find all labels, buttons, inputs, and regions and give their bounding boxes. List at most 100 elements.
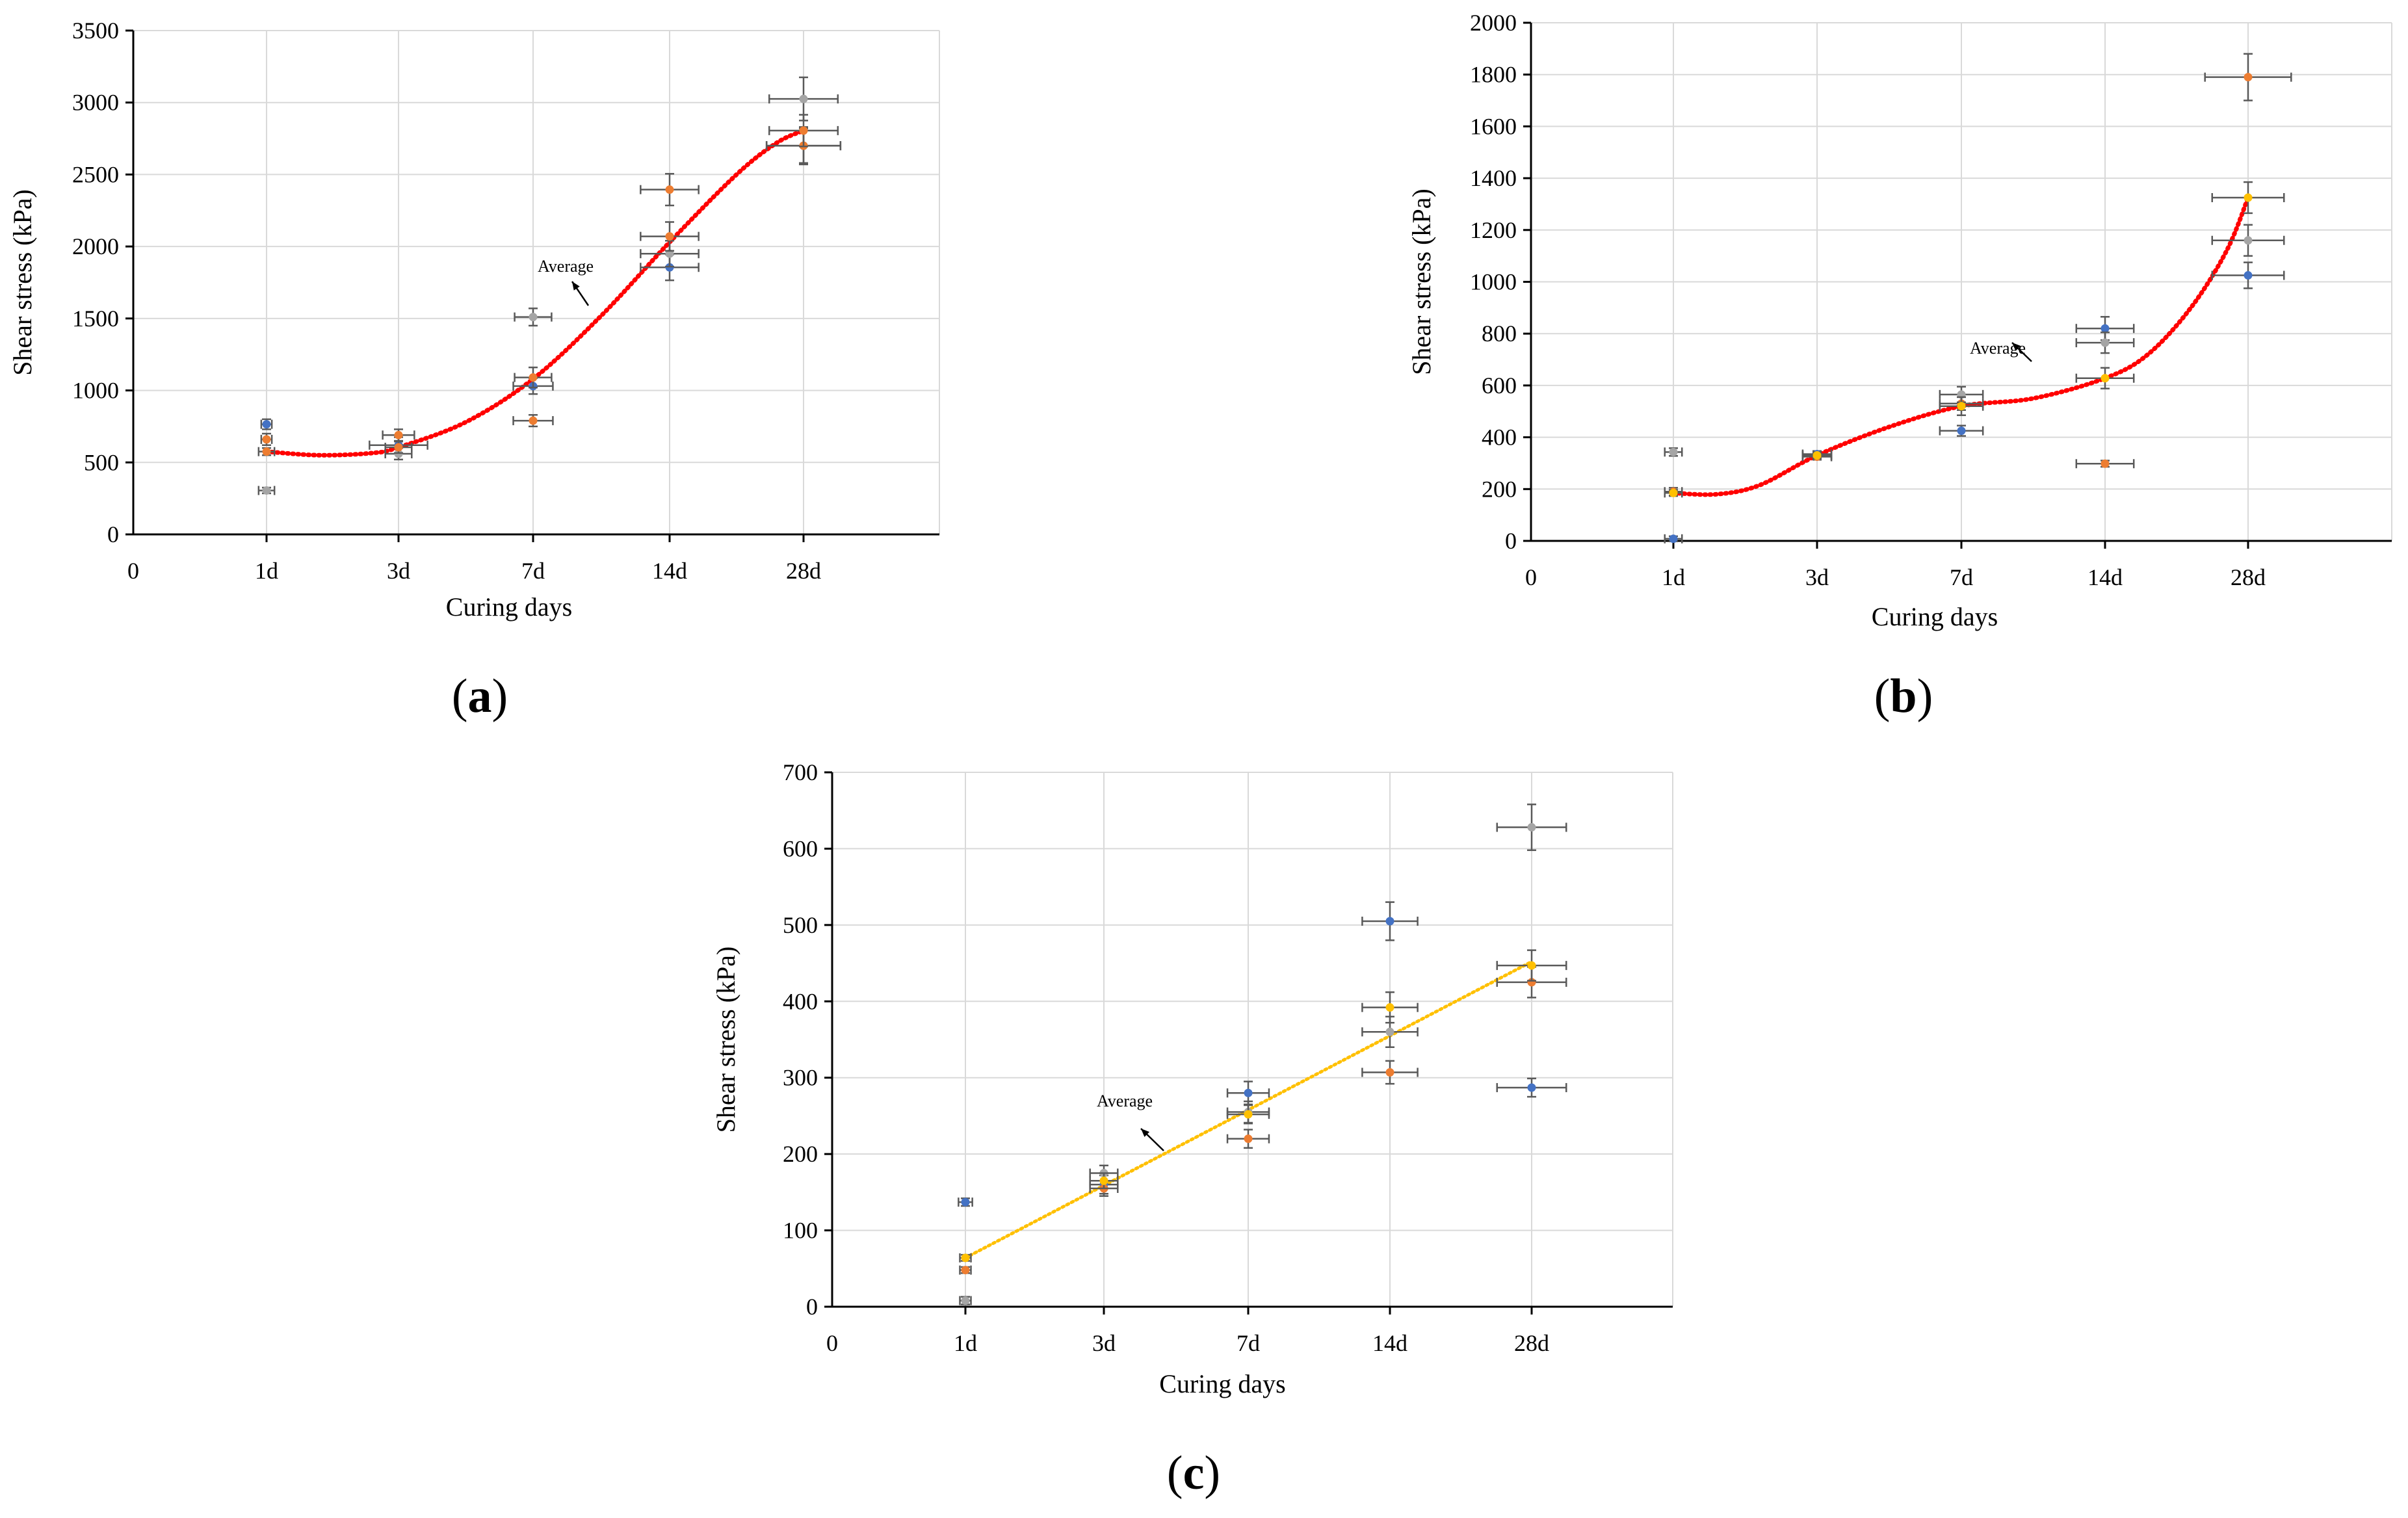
y-tick-label: 400 (783, 988, 818, 1014)
x-tick-label: 1d (255, 558, 278, 584)
trendline (1671, 195, 2251, 497)
series-blue (260, 126, 842, 454)
data-point-average (394, 443, 403, 452)
data-point-orange (2100, 459, 2110, 468)
data-point-orange (529, 416, 538, 425)
x-tick-label: 14d (652, 558, 687, 584)
data-point-gray (1669, 447, 1678, 456)
panel-label: (c) (1167, 1446, 1220, 1500)
data-point-gray (529, 313, 538, 322)
y-tick-label: 1400 (1470, 165, 1517, 191)
y-tick-label: 600 (1482, 373, 1517, 399)
data-point-average (799, 126, 808, 135)
series-gray (257, 76, 839, 495)
data-point-blue (2100, 324, 2110, 333)
data-point-blue (1385, 917, 1394, 926)
data-point-blue (262, 420, 271, 429)
data-point-average (1669, 488, 1678, 497)
data-point-blue (2244, 271, 2253, 280)
y-tick-label: 400 (1482, 425, 1517, 451)
y-tick-label: 2500 (72, 161, 119, 187)
data-point-gray (799, 94, 808, 103)
data-point-orange (961, 1266, 970, 1275)
data-point-average (262, 447, 271, 456)
series-orange (260, 127, 842, 446)
data-point-average (1527, 961, 1536, 970)
y-tick-label: 0 (806, 1294, 818, 1320)
annotation-label: Average (538, 257, 594, 276)
data-point-average (1957, 402, 1966, 411)
annotation-arrowhead (2012, 343, 2021, 351)
x-tick-label: 3d (1092, 1330, 1116, 1356)
series-average (959, 949, 1567, 1263)
chart-a: 0 500 1000 1500 2000 2500 3000 3500 1d 3d 7d 14d 28d… (8, 18, 940, 723)
data-point-average (1244, 1110, 1253, 1119)
y-tick-label: 100 (783, 1218, 818, 1244)
x-tick-label: 28d (1514, 1330, 1549, 1356)
panel-letter: c (1183, 1446, 1205, 1500)
panel-letter: a (468, 670, 492, 723)
y-tick-label: 1000 (72, 378, 119, 404)
x-tick-label: 1d (1662, 564, 1685, 590)
data-point-orange (1385, 1067, 1394, 1077)
data-point-orange (1244, 1134, 1253, 1144)
chart-b: 0 200 400 600 800 1000 1200 1400 1600 1800 2000 1d 3… (1407, 10, 2392, 723)
data-point-orange (2244, 73, 2253, 82)
x-tick-label: 14d (1372, 1330, 1407, 1356)
y-tick-label: 1000 (1470, 269, 1517, 295)
x-origin-label: 0 (1525, 564, 1537, 590)
y-tick-label: 3000 (72, 90, 119, 116)
data-point-gray (961, 1296, 970, 1305)
panel-letter: b (1890, 670, 1917, 723)
y-tick-label: 3500 (72, 18, 119, 44)
y-axis-label: Shear stress (kPa) (8, 189, 37, 376)
x-origin-label: 0 (826, 1330, 838, 1356)
y-tick-label: 2000 (1470, 10, 1517, 36)
y-tick-label: 0 (107, 521, 119, 547)
y-tick-label: 2000 (72, 233, 119, 259)
x-origin-label: 0 (127, 558, 139, 584)
y-axis-label: Shear stress (kPa) (1407, 189, 1436, 375)
data-point-gray (2244, 236, 2253, 245)
y-tick-label: 300 (783, 1065, 818, 1091)
data-point-orange (394, 430, 403, 439)
annotation-arrowhead (1141, 1129, 1150, 1137)
data-point-gray (1385, 1027, 1394, 1036)
x-tick-label: 7d (521, 558, 545, 584)
data-point-blue (1527, 1083, 1536, 1092)
y-tick-label: 200 (783, 1141, 818, 1167)
x-tick-label: 14d (2087, 564, 2123, 590)
data-point-average (2100, 374, 2110, 383)
series-blue (958, 901, 1567, 1207)
y-tick-label: 500 (783, 912, 818, 938)
annotation-arrowhead (572, 281, 580, 291)
panel-label: (a) (452, 670, 508, 723)
x-tick-label: 7d (1237, 1330, 1260, 1356)
x-tick-label: 7d (1950, 564, 1973, 590)
x-tick-label: 3d (387, 558, 410, 584)
y-tick-label: 1200 (1470, 217, 1517, 243)
y-tick-label: 1500 (72, 306, 119, 332)
y-tick-label: 200 (1482, 476, 1517, 502)
data-point-blue (1244, 1088, 1253, 1097)
data-point-gray (1527, 823, 1536, 832)
y-tick-label: 0 (1505, 528, 1517, 554)
series-orange (959, 966, 1567, 1275)
data-point-average (529, 373, 538, 382)
data-point-gray (262, 486, 271, 495)
data-point-blue (1957, 426, 1966, 436)
y-tick-label: 800 (1482, 321, 1517, 347)
data-point-orange (262, 435, 271, 444)
trendline (264, 128, 806, 458)
data-point-orange (665, 185, 674, 194)
annotation-label: Average (1970, 339, 2026, 358)
data-point-average (1813, 451, 1822, 460)
panel-label: (b) (1874, 670, 1933, 723)
data-point-average (961, 1253, 970, 1263)
chart-c: 0 100 200 300 400 500 600 700 1d 3d 7d 14d 28d 0 Curin… (711, 759, 1673, 1500)
data-point-gray (2100, 338, 2110, 347)
data-point-blue (961, 1197, 970, 1207)
x-axis-label: Curing days (446, 592, 572, 622)
y-tick-label: 700 (783, 759, 818, 785)
